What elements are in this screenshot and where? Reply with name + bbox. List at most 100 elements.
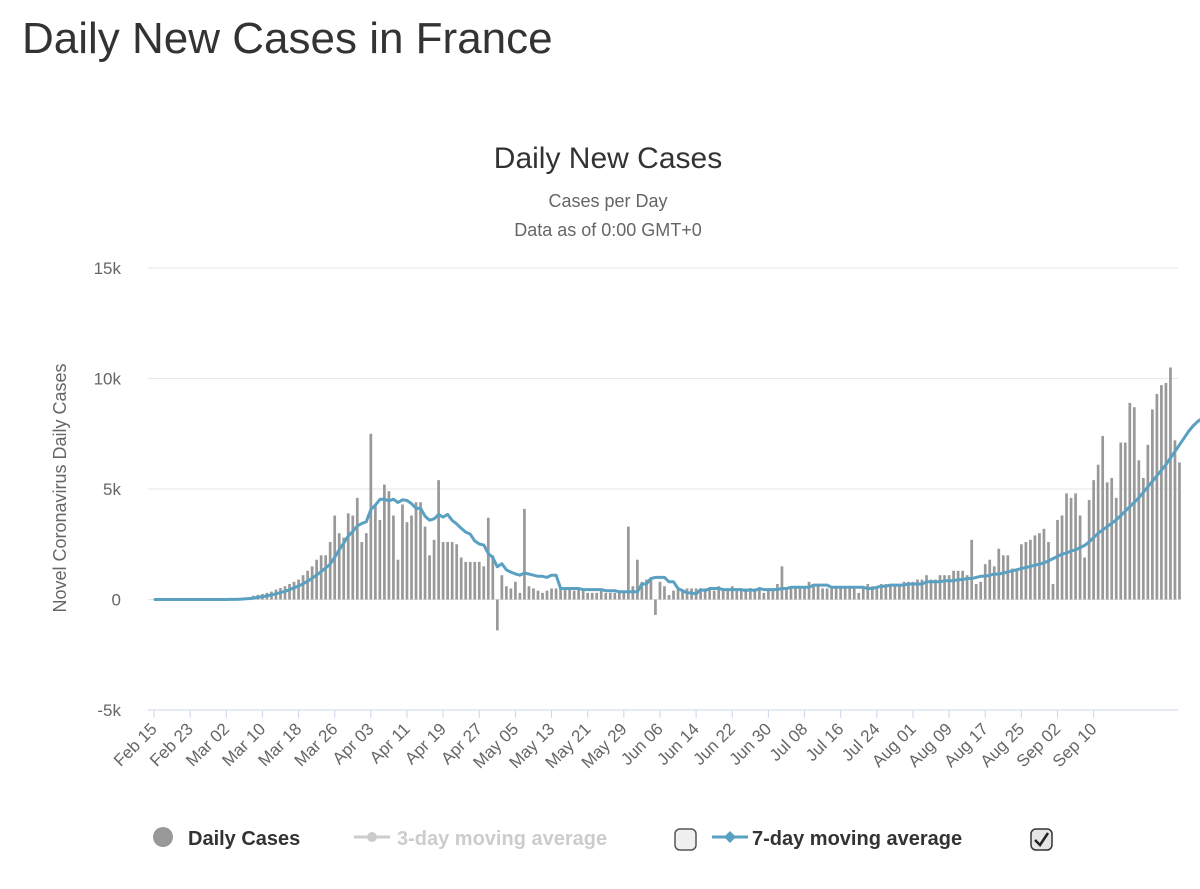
daily-cases-bar[interactable] — [1151, 409, 1154, 600]
daily-cases-bar[interactable] — [387, 491, 391, 600]
daily-cases-bar[interactable] — [821, 588, 824, 600]
daily-cases-bar[interactable] — [482, 566, 486, 600]
daily-cases-bar[interactable] — [360, 542, 364, 600]
daily-cases-bar[interactable] — [604, 592, 608, 600]
daily-cases-bar[interactable] — [351, 515, 355, 600]
daily-cases-bar[interactable] — [1146, 444, 1150, 600]
daily-cases-bar[interactable] — [776, 584, 779, 600]
daily-cases-bar[interactable] — [654, 599, 657, 615]
daily-cases-bar[interactable] — [459, 557, 463, 600]
daily-cases-bar[interactable] — [283, 586, 287, 600]
daily-cases-bar[interactable] — [1114, 497, 1118, 600]
legend-item-daily-cases[interactable]: Daily Cases — [153, 827, 300, 850]
daily-cases-bar[interactable] — [396, 559, 400, 600]
daily-cases-bar[interactable] — [681, 590, 684, 600]
daily-cases-bar[interactable] — [491, 555, 495, 600]
daily-cases-bar[interactable] — [974, 584, 978, 600]
daily-cases-bar[interactable] — [907, 581, 910, 600]
daily-cases-bar[interactable] — [550, 588, 553, 600]
daily-cases-bar[interactable] — [902, 581, 906, 600]
daily-cases-bar[interactable] — [875, 586, 879, 600]
daily-cases-bar[interactable] — [852, 586, 856, 600]
daily-cases-bar[interactable] — [495, 599, 499, 631]
daily-cases-bar[interactable] — [1141, 477, 1145, 600]
daily-cases-bar[interactable] — [1006, 555, 1010, 600]
daily-cases-bar[interactable] — [617, 592, 621, 600]
daily-cases-bar[interactable] — [889, 586, 892, 600]
daily-cases-bar[interactable] — [301, 575, 305, 600]
daily-cases-bar[interactable] — [401, 504, 404, 600]
daily-cases-bar[interactable] — [441, 542, 445, 600]
daily-cases-bar[interactable] — [893, 584, 897, 600]
daily-cases-bar[interactable] — [839, 586, 843, 600]
daily-cases-bar[interactable] — [554, 588, 558, 600]
daily-cases-bar[interactable] — [672, 590, 675, 600]
daily-cases-bar[interactable] — [803, 586, 806, 600]
daily-cases-bar[interactable] — [703, 588, 707, 600]
daily-cases-bar[interactable] — [735, 588, 739, 600]
daily-cases-bar[interactable] — [428, 555, 431, 600]
daily-cases-bar[interactable] — [1020, 544, 1023, 600]
daily-cases-bar[interactable] — [721, 588, 725, 600]
checkbox-3day[interactable] — [674, 828, 697, 851]
daily-cases-bar[interactable] — [500, 575, 504, 600]
daily-cases-bar[interactable] — [559, 588, 562, 600]
daily-cases-bar[interactable] — [1083, 557, 1086, 600]
daily-cases-bar[interactable] — [527, 586, 531, 600]
daily-cases-bar[interactable] — [464, 561, 468, 600]
daily-cases-bar[interactable] — [1056, 519, 1059, 600]
daily-cases-bar[interactable] — [1033, 535, 1037, 600]
daily-cases-bar[interactable] — [640, 581, 644, 600]
daily-cases-bar[interactable] — [848, 586, 852, 600]
daily-cases-bar[interactable] — [369, 433, 373, 600]
daily-cases-bar[interactable] — [649, 579, 653, 600]
daily-cases-bar[interactable] — [1060, 515, 1064, 600]
daily-cases-bar[interactable] — [879, 584, 883, 600]
daily-cases-bar[interactable] — [626, 526, 630, 600]
daily-cases-bar[interactable] — [319, 555, 323, 600]
daily-cases-bar[interactable] — [523, 508, 526, 600]
daily-cases-bar[interactable] — [1015, 570, 1019, 600]
daily-cases-bar[interactable] — [636, 559, 639, 600]
daily-cases-bar[interactable] — [315, 559, 318, 600]
daily-cases-bar[interactable] — [1101, 435, 1105, 600]
daily-cases-bar[interactable] — [414, 502, 418, 600]
daily-cases-bar[interactable] — [355, 497, 359, 600]
daily-cases-bar[interactable] — [712, 590, 716, 600]
daily-cases-bar[interactable] — [748, 588, 752, 600]
daily-cases-bar[interactable] — [834, 588, 838, 600]
daily-cases-bar[interactable] — [1047, 542, 1050, 600]
daily-cases-bar[interactable] — [866, 584, 870, 600]
daily-cases-bar[interactable] — [437, 480, 440, 600]
daily-cases-bar[interactable] — [477, 561, 481, 600]
daily-cases-bar[interactable] — [952, 570, 955, 600]
daily-cases-bar[interactable] — [468, 561, 472, 600]
daily-cases-bar[interactable] — [622, 590, 626, 600]
daily-cases-bar[interactable] — [861, 588, 865, 600]
daily-cases-bar[interactable] — [392, 515, 395, 600]
daily-cases-bar[interactable] — [1024, 542, 1028, 600]
daily-cases-bar[interactable] — [346, 513, 350, 600]
daily-cases-bar[interactable] — [663, 586, 666, 600]
daily-cases-bar[interactable] — [739, 588, 743, 600]
daily-cases-bar[interactable] — [789, 588, 793, 600]
daily-cases-bar[interactable] — [297, 579, 300, 600]
daily-cases-bar[interactable] — [288, 584, 291, 600]
daily-cases-bar[interactable] — [753, 588, 757, 600]
daily-cases-bar[interactable] — [1029, 539, 1032, 600]
daily-cases-bar[interactable] — [726, 590, 730, 600]
daily-cases-bar[interactable] — [536, 590, 540, 600]
daily-cases-bar[interactable] — [337, 533, 341, 600]
daily-cases-bar[interactable] — [699, 588, 702, 600]
daily-cases-bar[interactable] — [667, 595, 671, 600]
daily-cases-bar[interactable] — [920, 579, 924, 600]
daily-cases-bar[interactable] — [423, 526, 427, 600]
daily-cases-bar[interactable] — [717, 586, 721, 600]
daily-cases-bar[interactable] — [563, 588, 567, 600]
daily-cases-bar[interactable] — [586, 592, 590, 600]
daily-cases-bar[interactable] — [744, 588, 748, 600]
daily-cases-bar[interactable] — [292, 581, 296, 600]
daily-cases-bar[interactable] — [310, 566, 314, 600]
daily-cases-bar[interactable] — [1051, 584, 1055, 600]
legend-item-3day[interactable]: 3-day moving average — [354, 828, 697, 851]
